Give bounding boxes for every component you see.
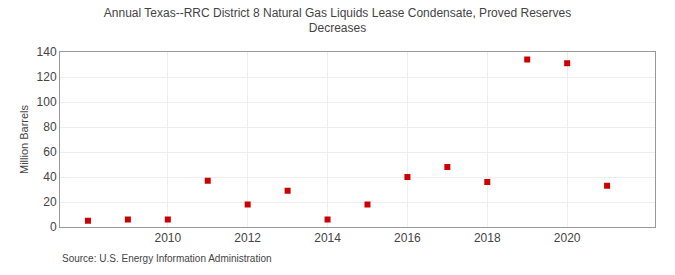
- svg-text:0: 0: [50, 220, 57, 234]
- svg-text:2010: 2010: [154, 231, 181, 245]
- svg-text:140: 140: [37, 45, 57, 59]
- svg-text:2020: 2020: [554, 231, 581, 245]
- svg-text:2016: 2016: [394, 231, 421, 245]
- svg-text:2014: 2014: [314, 231, 341, 245]
- svg-text:Source: U.S. Energy Informatio: Source: U.S. Energy Information Administ…: [62, 253, 272, 264]
- svg-text:2018: 2018: [474, 231, 501, 245]
- svg-text:60: 60: [43, 145, 57, 159]
- svg-text:100: 100: [37, 95, 57, 109]
- svg-text:80: 80: [43, 120, 57, 134]
- svg-text:Annual Texas--RRC District 8 N: Annual Texas--RRC District 8 Natural Gas…: [104, 6, 571, 36]
- svg-text:Million Barrels: Million Barrels: [18, 104, 30, 174]
- svg-text:20: 20: [43, 195, 57, 209]
- svg-text:120: 120: [37, 70, 57, 84]
- svg-text:40: 40: [43, 170, 57, 184]
- svg-text:2012: 2012: [234, 231, 261, 245]
